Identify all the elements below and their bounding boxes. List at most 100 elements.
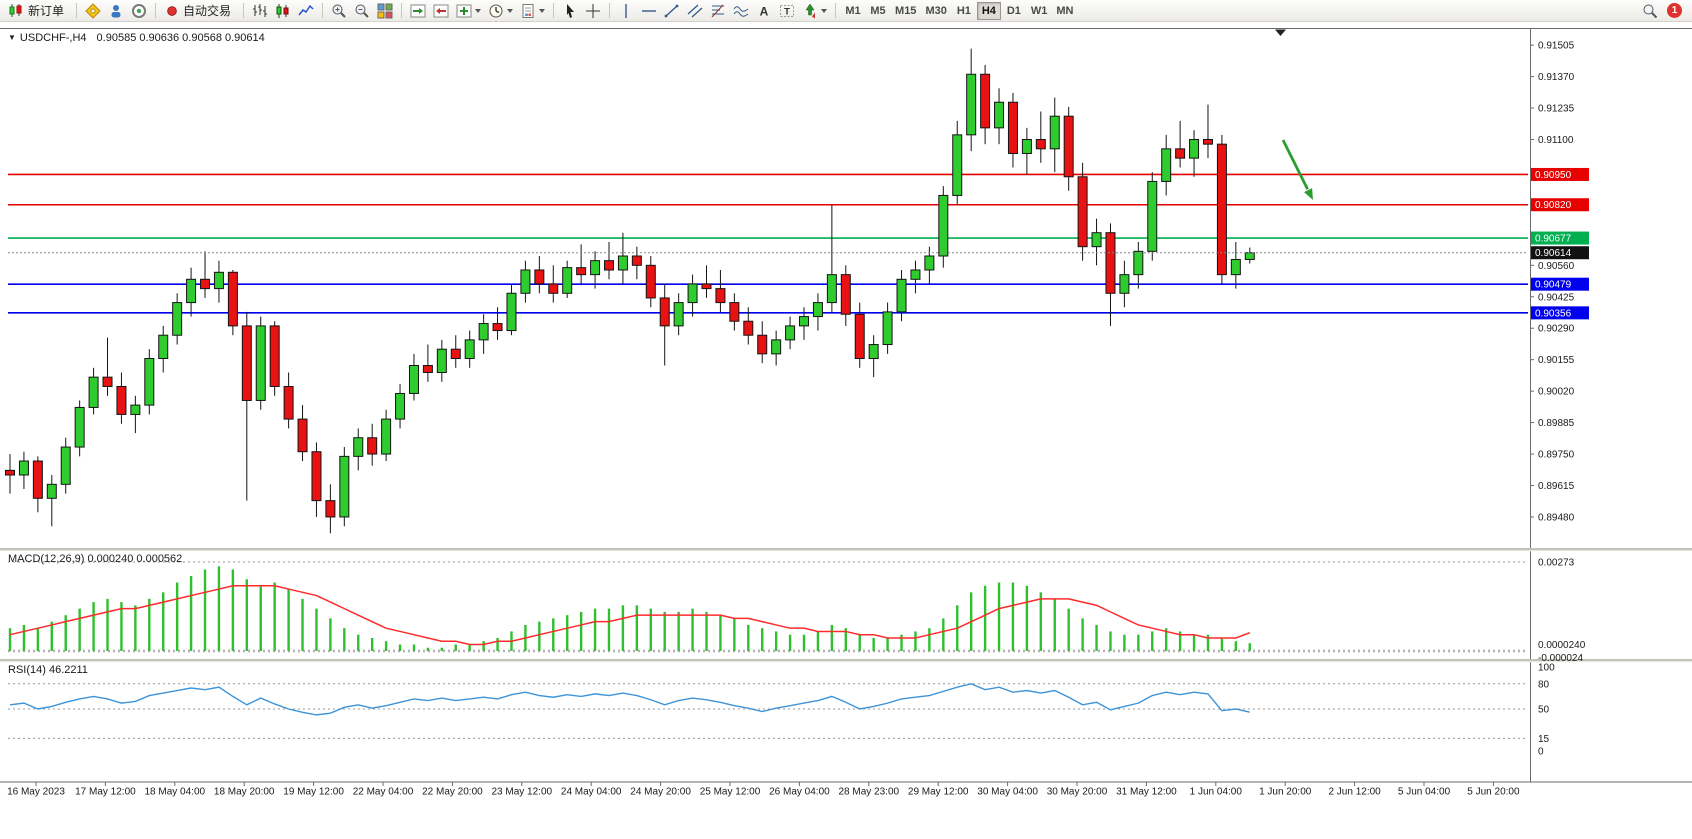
- candle-body: [18, 460, 29, 476]
- periods-button[interactable]: [485, 1, 516, 21]
- candle-body: [213, 271, 224, 290]
- macd-histogram-bar: [496, 637, 499, 651]
- horizontal-lines[interactable]: [8, 173, 1528, 314]
- macd-histogram-bar: [1123, 634, 1126, 651]
- time-tick-label: 30 May 04:00: [977, 787, 1038, 798]
- candle-body: [1161, 148, 1172, 182]
- timeframe-button-H4[interactable]: H4: [976, 1, 1001, 20]
- horizontal-line-button[interactable]: [638, 1, 660, 21]
- waves-button[interactable]: [730, 1, 752, 21]
- templates-button[interactable]: [517, 1, 548, 21]
- indicators-button[interactable]: [453, 1, 484, 21]
- candle-body: [74, 406, 85, 448]
- rsi-axis-label: 15: [1538, 734, 1550, 745]
- candle-body: [799, 316, 810, 327]
- terminal-button[interactable]: [128, 1, 150, 21]
- chart-shift-marker-icon[interactable]: [1275, 29, 1286, 37]
- candlestick-chart-button[interactable]: [272, 1, 294, 21]
- bar-chart-button[interactable]: [249, 1, 271, 21]
- navigator-icon: [111, 4, 121, 17]
- macd-histogram-bar: [1053, 598, 1056, 651]
- text-label-button[interactable]: T: [776, 1, 798, 21]
- candle-body: [980, 73, 991, 129]
- timeframe-button-H1[interactable]: H1: [952, 2, 976, 20]
- candle-body: [1202, 139, 1213, 145]
- time-tick-label: 5 Jun 04:00: [1398, 787, 1451, 798]
- toolbar-separator: [243, 3, 245, 18]
- price-axis[interactable]: 0.91505 0.91370 0.91235 0.91100 0.90560 0.904…: [1530, 41, 1589, 524]
- notification-badge[interactable]: 1: [1667, 3, 1682, 18]
- trendline-button[interactable]: [661, 1, 683, 21]
- macd-histogram-bar: [92, 602, 95, 651]
- timeframe-button-M30[interactable]: M30: [921, 2, 950, 20]
- timeframe-button-D1[interactable]: D1: [1002, 2, 1026, 20]
- collapse-triangle-icon[interactable]: ▼: [8, 33, 16, 42]
- channel-button[interactable]: [684, 1, 706, 21]
- new-order-button[interactable]: 新订单: [4, 1, 71, 21]
- macd-histogram-bar: [259, 585, 262, 651]
- rsi-axis-label: 50: [1538, 705, 1550, 716]
- new-order-icon: [9, 3, 22, 17]
- search-button[interactable]: [1639, 1, 1661, 21]
- arrows-button[interactable]: [799, 1, 830, 21]
- line-chart-icon: [298, 4, 314, 15]
- candle-body: [339, 455, 350, 518]
- candle-body: [938, 194, 949, 257]
- tile-windows-button[interactable]: [374, 1, 396, 21]
- navigator-button[interactable]: [105, 1, 127, 21]
- timeframe-button-M15[interactable]: M15: [891, 2, 920, 20]
- candle-body: [896, 278, 907, 313]
- macd-histogram-bar: [942, 618, 945, 651]
- auto-scroll-button[interactable]: [407, 1, 429, 21]
- crosshair-icon: [586, 3, 601, 18]
- macd-histogram-bar: [635, 605, 639, 651]
- candle-body: [520, 269, 531, 294]
- line-chart-button[interactable]: [295, 1, 317, 21]
- text-button[interactable]: A: [753, 1, 775, 21]
- toolbar-right-group: 1: [1639, 1, 1692, 21]
- price-line-label: 0.90479: [1535, 280, 1572, 291]
- candle-body: [659, 297, 670, 327]
- candle-body: [60, 446, 71, 485]
- market-watch-button[interactable]: [82, 1, 104, 21]
- candle-body: [311, 451, 322, 502]
- candle-body: [144, 358, 155, 406]
- time-tick-label: 31 May 12:00: [1116, 787, 1177, 798]
- timeframe-button-W1[interactable]: W1: [1027, 2, 1052, 20]
- symbol-period-label: USDCHF-,H4: [19, 32, 87, 44]
- candle-body: [994, 101, 1005, 129]
- price-tick-label: 0.89885: [1538, 418, 1575, 429]
- fibonacci-button[interactable]: [707, 1, 729, 21]
- zoom-in-button[interactable]: [328, 1, 350, 21]
- cursor-button[interactable]: [559, 1, 581, 21]
- candle-body: [645, 264, 656, 299]
- candle-body: [116, 385, 127, 415]
- macd-panel-separator[interactable]: [0, 548, 1692, 551]
- vertical-line-button[interactable]: [615, 1, 637, 21]
- time-tick-label: 26 May 04:00: [769, 787, 830, 798]
- macd-panel: 0.00273 0.0000240 -0.000024: [8, 558, 1586, 664]
- zoom-in-icon: [332, 4, 346, 18]
- timeframe-button-M1[interactable]: M1: [841, 2, 865, 20]
- zoom-out-button[interactable]: [351, 1, 373, 21]
- toolbar-separator: [76, 3, 78, 18]
- chart-shift-button[interactable]: [430, 1, 452, 21]
- macd-histogram-bar: [774, 631, 778, 651]
- candle-body: [367, 437, 378, 455]
- timeframe-button-MN[interactable]: MN: [1052, 2, 1077, 20]
- terminal-icon: [132, 3, 147, 18]
- autotrading-button[interactable]: 自动交易: [161, 1, 238, 21]
- price-tick-label: 0.89615: [1538, 481, 1575, 492]
- trend-arrow-annotation[interactable]: [1281, 139, 1313, 200]
- price-tick-label: 0.90155: [1538, 355, 1575, 366]
- rsi-panel-separator[interactable]: [0, 659, 1692, 662]
- time-tick-label: 16 May 2023: [7, 787, 65, 798]
- time-axis[interactable]: 16 May 2023 17 May 12:00 18 May 04:00 18 Ma…: [7, 782, 1520, 798]
- candle-body: [966, 73, 977, 136]
- crosshair-button[interactable]: [582, 1, 604, 21]
- price-line-label-box: [1531, 167, 1589, 181]
- macd-histogram-bar: [1067, 608, 1070, 651]
- toolbar: 新订单 自动交易: [0, 0, 1692, 22]
- timeframe-button-M5[interactable]: M5: [866, 2, 890, 20]
